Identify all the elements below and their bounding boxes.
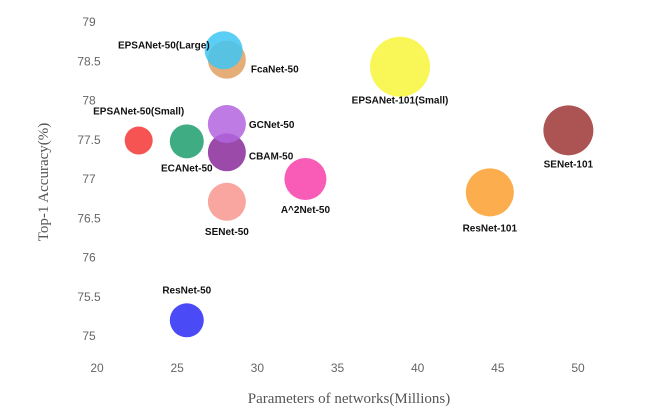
y-tick-label: 79 — [82, 15, 96, 29]
x-axis-title: Parameters of networks(Millions) — [248, 391, 450, 407]
x-tick-label: 45 — [491, 361, 505, 375]
data-points — [124, 31, 594, 338]
data-point-label: SENet-50 — [205, 227, 249, 238]
data-point — [207, 182, 246, 221]
y-tick-label: 78.5 — [77, 54, 101, 68]
data-point — [207, 105, 246, 144]
data-point — [465, 168, 514, 217]
data-point-label: EPSANet-50(Small) — [93, 107, 184, 118]
x-axis-ticks: 20 25 30 35 40 45 50 — [90, 361, 585, 375]
y-tick-label: 78 — [82, 94, 96, 108]
y-tick-label: 76 — [82, 251, 96, 265]
data-point — [204, 31, 243, 70]
data-point — [284, 158, 327, 200]
data-point-label: GCNet-50 — [249, 120, 295, 131]
x-tick-label: 30 — [251, 361, 265, 375]
data-point — [169, 303, 204, 338]
y-tick-label: 77 — [82, 172, 96, 186]
y-axis-title: Top-1 Accuracy(%) — [36, 123, 52, 241]
data-point-label: A^2Net-50 — [281, 205, 331, 216]
data-point-labels: ResNet-50 SENet-50 A^2Net-50 CBAM-50 ECANet-… — [93, 40, 593, 296]
x-tick-label: 25 — [170, 361, 184, 375]
y-tick-label: 75.5 — [77, 290, 101, 304]
data-point — [370, 36, 431, 97]
data-point-label: SENet-101 — [544, 159, 594, 170]
y-tick-label: 76.5 — [77, 211, 101, 225]
y-axis-ticks: 75 75.5 76 76.5 77 77.5 78 78.5 79 — [77, 15, 101, 343]
x-tick-label: 20 — [90, 361, 104, 375]
x-tick-label: 35 — [331, 361, 345, 375]
data-point-label: ResNet-101 — [463, 223, 518, 234]
data-point-label: EPSANet-101(Small) — [352, 96, 449, 107]
data-point — [207, 133, 246, 172]
y-tick-label: 77.5 — [77, 133, 101, 147]
data-point — [543, 105, 594, 156]
data-point-label: EPSANet-50(Large) — [118, 40, 210, 51]
x-tick-label: 40 — [411, 361, 425, 375]
data-point — [169, 124, 204, 159]
data-point-label: CBAM-50 — [249, 151, 294, 162]
data-point-label: ECANet-50 — [161, 163, 213, 174]
y-tick-label: 75 — [82, 329, 96, 343]
data-point-label: ResNet-50 — [162, 285, 211, 296]
data-point — [124, 126, 153, 155]
data-point-label: FcaNet-50 — [251, 65, 299, 76]
x-tick-label: 50 — [571, 361, 585, 375]
